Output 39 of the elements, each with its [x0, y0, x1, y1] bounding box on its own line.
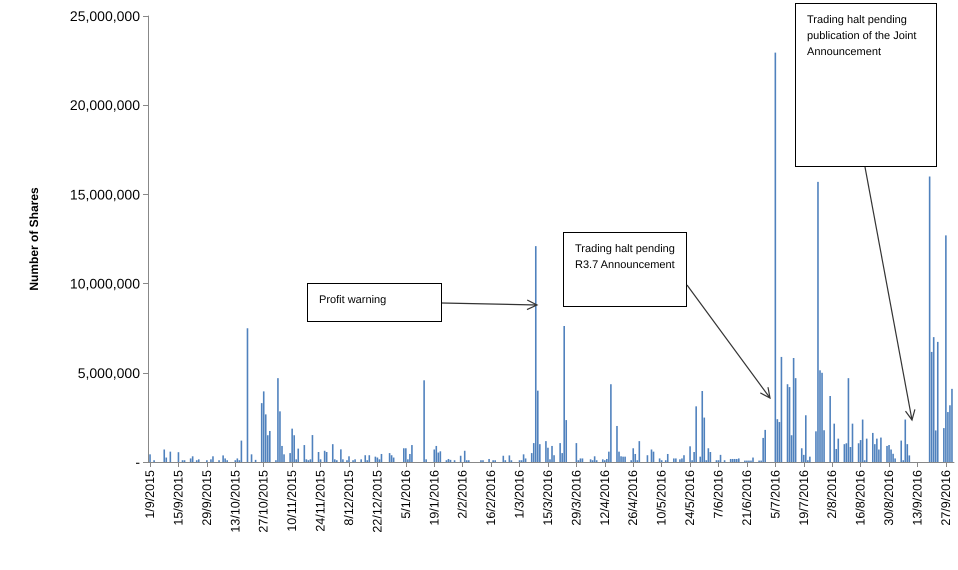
- x-tick-label: 27/9/2016: [938, 470, 953, 526]
- x-tick-label: 29/3/2016: [569, 470, 584, 526]
- x-tick-label: 15/3/2016: [540, 470, 555, 526]
- x-tick-label: 12/4/2016: [598, 470, 612, 526]
- annotation: Trading halt pending publication of the Joint Announcement: [807, 13, 918, 60]
- x-tick-label: 10/11/2015: [285, 470, 300, 532]
- x-tick-label: 1/3/2016: [512, 470, 527, 519]
- x-tick-label: 2/8/2016: [825, 470, 840, 519]
- x-tick-label: 7/6/2016: [711, 470, 726, 519]
- x-tick-label: 30/8/2016: [882, 470, 896, 526]
- x-tick-label: 27/10/2015: [256, 470, 271, 533]
- x-tick-label: 24/5/2016: [683, 470, 698, 526]
- y-tick-label: -: [135, 454, 140, 470]
- y-tick-label: 15,000,000: [70, 186, 140, 202]
- y-axis-title: Number of Shares: [27, 186, 41, 291]
- annotation: Profit warning: [319, 293, 388, 308]
- x-tick-label: 26/4/2016: [626, 470, 640, 526]
- x-tick-label: 19/7/2016: [796, 470, 811, 526]
- x-tick-label: 1/9/2015: [143, 470, 158, 519]
- x-tick-label: 10/5/2016: [654, 470, 669, 526]
- x-tick-label: 19/1/2016: [427, 470, 442, 526]
- y-tick-label: 25,000,000: [70, 8, 140, 24]
- x-tick-label: 16/8/2016: [854, 470, 868, 526]
- x-tick-label: 13/9/2016: [910, 470, 924, 526]
- x-tick-label: 24/11/2015: [314, 470, 328, 532]
- y-tick-label: 10,000,000: [70, 276, 140, 292]
- x-tick-label: 13/10/2015: [228, 470, 242, 533]
- x-tick-label: 16/2/2016: [484, 470, 498, 526]
- x-tick-label: 22/12/2015: [370, 470, 384, 533]
- x-tick-label: 2/2/2016: [456, 470, 470, 519]
- x-tick-label: 5/7/2016: [768, 470, 782, 519]
- y-tick-label: 20,000,000: [70, 97, 140, 114]
- x-tick-label: 8/12/2015: [342, 470, 356, 526]
- annotation: Trading halt pending R3.7 Announcement: [575, 242, 675, 273]
- y-tick-label: 5,000,000: [78, 364, 140, 381]
- x-tick-label: 5/1/2016: [398, 470, 413, 519]
- x-tick-label: 21/6/2016: [740, 470, 754, 526]
- x-tick-label: 15/9/2015: [171, 470, 186, 526]
- x-tick-label: 29/9/2015: [200, 470, 214, 526]
